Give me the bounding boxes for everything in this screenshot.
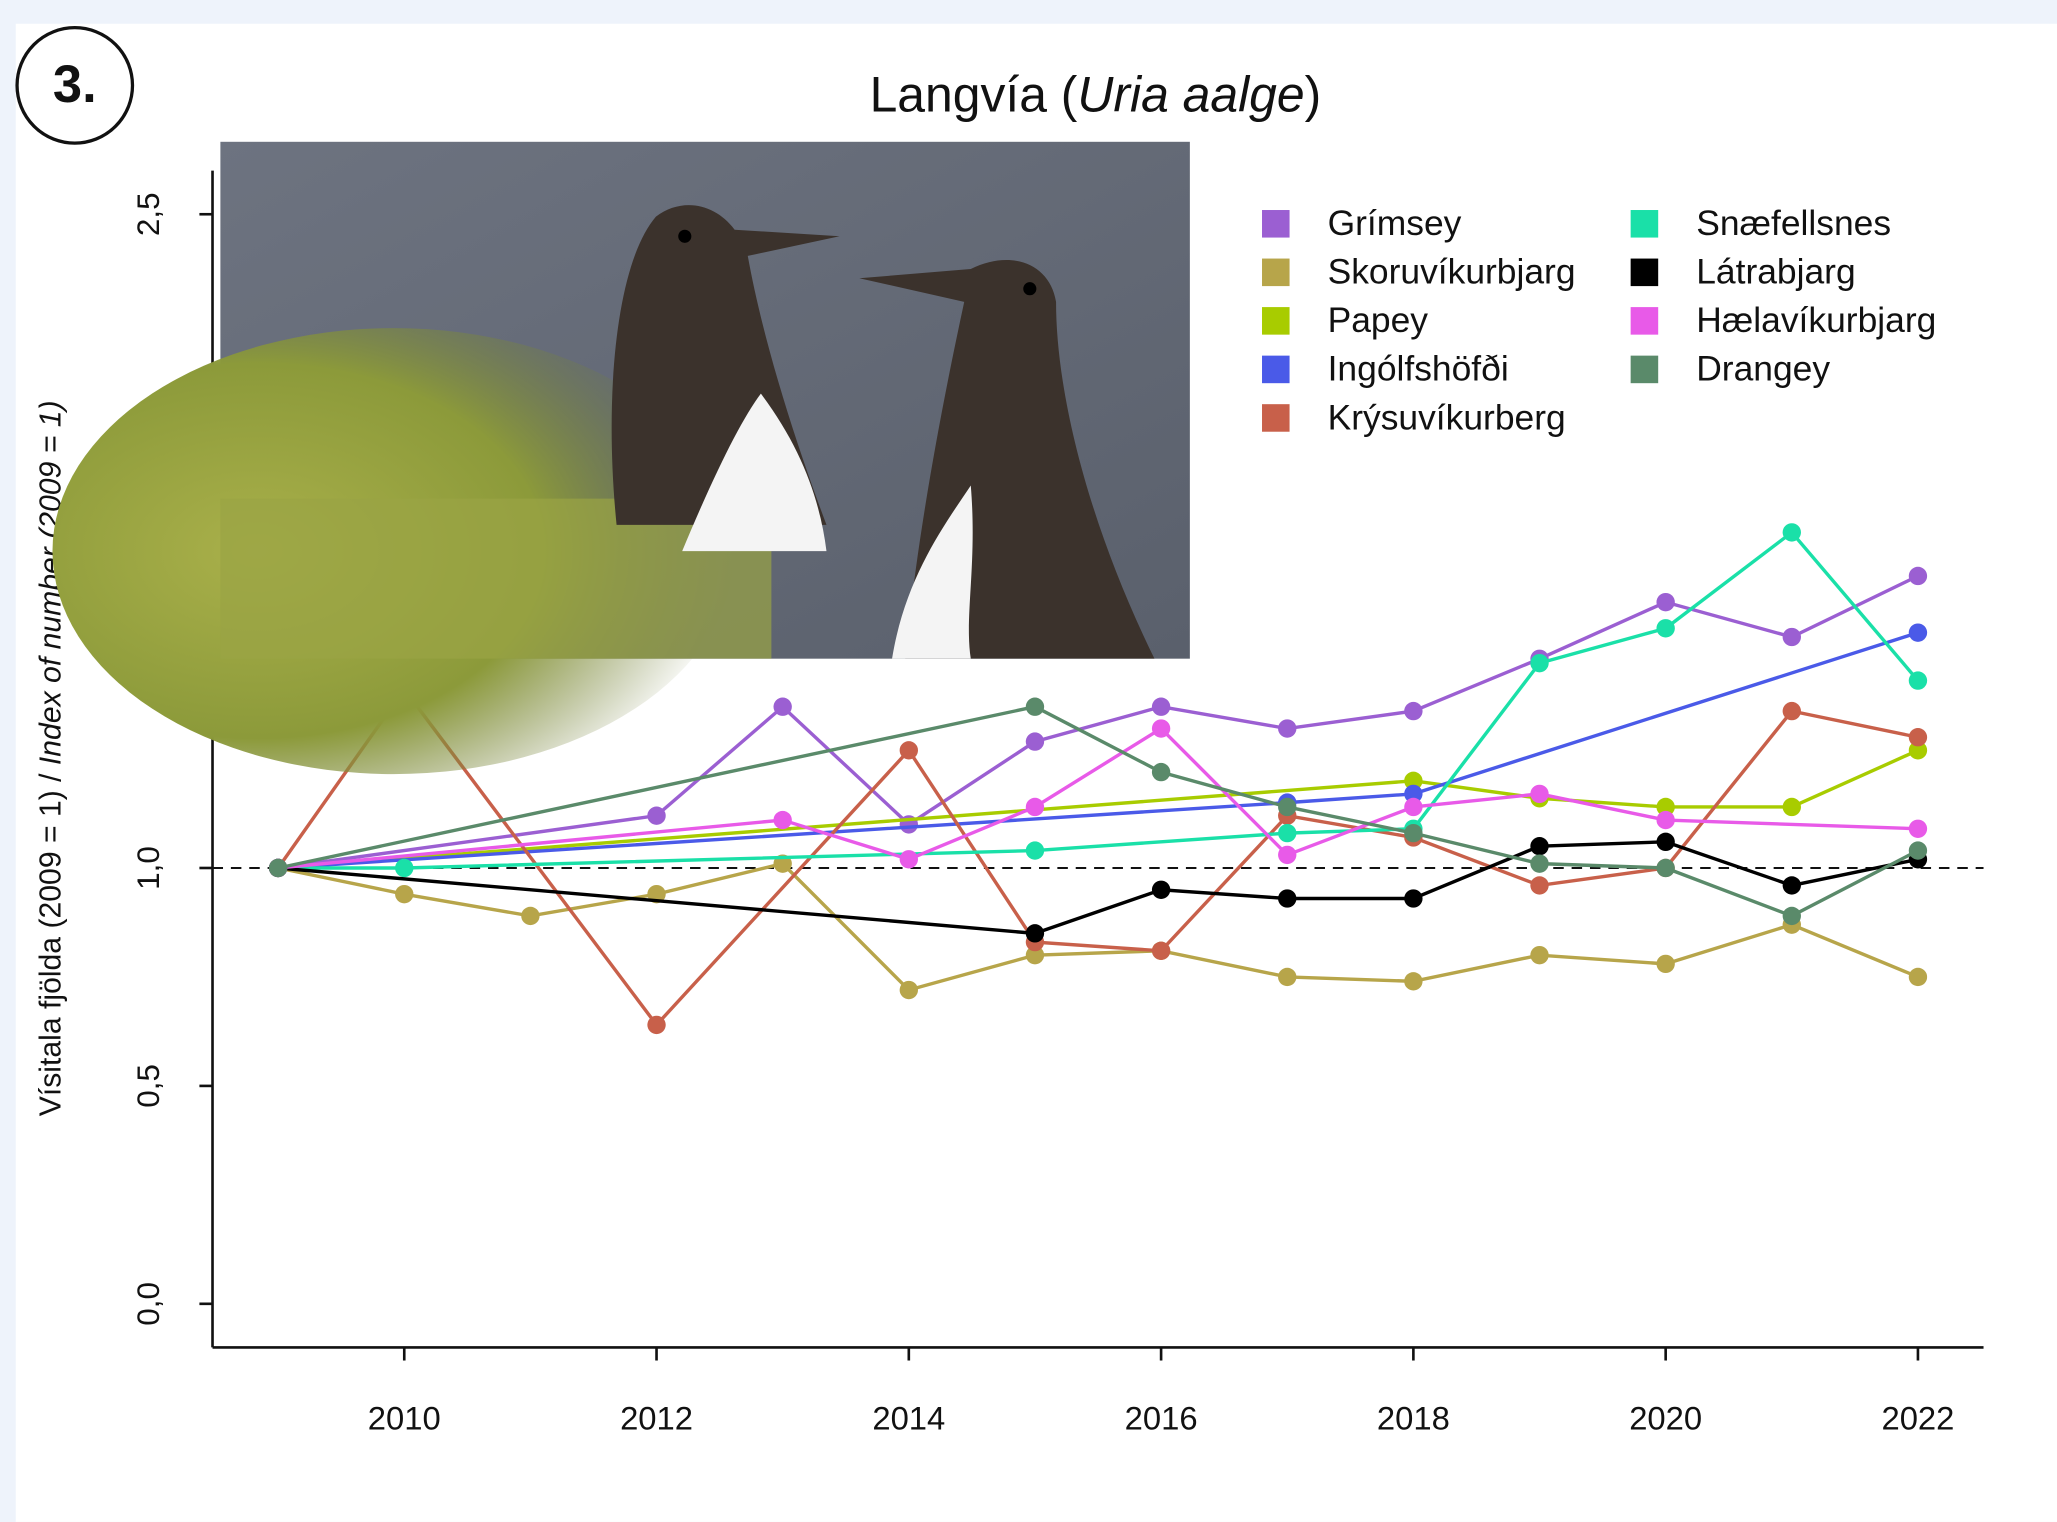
legend-swatch [1262, 404, 1290, 432]
point [1404, 824, 1422, 842]
y-tick-label: 0,0 [131, 1282, 166, 1326]
point [1278, 968, 1296, 986]
point [1909, 567, 1927, 585]
point [1909, 671, 1927, 689]
legend-swatch [1262, 356, 1290, 384]
point [1783, 907, 1801, 925]
point [1404, 889, 1422, 907]
point [1152, 719, 1170, 737]
x-tick-label: 2016 [1125, 1400, 1198, 1437]
point [1656, 833, 1674, 851]
title-part: ) [1305, 67, 1322, 123]
point [1278, 798, 1296, 816]
legend-label: Hælavíkurbjarg [1696, 300, 1936, 340]
point [773, 811, 791, 829]
point [1026, 698, 1044, 716]
point [1530, 854, 1548, 872]
point [1404, 798, 1422, 816]
point [1404, 702, 1422, 720]
title-part: Langvía ( [870, 67, 1078, 123]
point [1530, 837, 1548, 855]
point [900, 981, 918, 999]
point [395, 859, 413, 877]
legend-swatch [1262, 307, 1290, 335]
point [521, 907, 539, 925]
legend-label: Ingólfshöfði [1328, 349, 1509, 389]
point [1404, 972, 1422, 990]
chart: 3. Langvía (Uria aalge) Vísitala fjölda … [0, 0, 2057, 1522]
legend-swatch [1631, 307, 1659, 335]
legend-label: Skoruvíkurbjarg [1328, 252, 1576, 292]
y-tick-label: 0,5 [131, 1064, 166, 1108]
point [269, 859, 287, 877]
point [1278, 719, 1296, 737]
point [900, 741, 918, 759]
y-tick-label: 1,0 [131, 846, 166, 890]
x-tick-label: 2018 [1377, 1400, 1450, 1437]
point [900, 850, 918, 868]
point [1026, 732, 1044, 750]
point [1152, 942, 1170, 960]
y-tick-label: 2,5 [131, 192, 166, 236]
point [1026, 924, 1044, 942]
legend-label: Krýsuvíkurberg [1328, 397, 1566, 437]
legend-label: Snæfellsnes [1696, 203, 1891, 243]
badge: 3. [53, 56, 97, 114]
point [1278, 824, 1296, 842]
point [1656, 955, 1674, 973]
x-tick-label: 2022 [1881, 1400, 1954, 1437]
legend-swatch [1631, 356, 1659, 384]
point [1909, 968, 1927, 986]
point [1530, 654, 1548, 672]
x-tick-label: 2014 [872, 1400, 945, 1437]
chart-title: Langvía (Uria aalge) [870, 67, 1322, 123]
legend-swatch [1631, 259, 1659, 287]
legend-label: Drangey [1696, 349, 1830, 389]
x-tick-label: 2012 [620, 1400, 693, 1437]
point [1152, 881, 1170, 899]
title-part: Uria aalge [1077, 67, 1304, 123]
point [1783, 628, 1801, 646]
point [1909, 728, 1927, 746]
legend-swatch [1262, 259, 1290, 287]
point [1026, 798, 1044, 816]
point [1656, 619, 1674, 637]
point [1530, 876, 1548, 894]
point [1783, 702, 1801, 720]
point [1783, 523, 1801, 541]
point [1909, 841, 1927, 859]
point [1656, 811, 1674, 829]
legend-label: Látrabjarg [1696, 252, 1855, 292]
point [647, 1016, 665, 1034]
legend-label: Papey [1328, 300, 1429, 340]
point [1278, 889, 1296, 907]
point [1656, 593, 1674, 611]
ylabel-part: Vísitala fjölda (2009 = 1) / [34, 765, 67, 1116]
point [1026, 841, 1044, 859]
point [773, 698, 791, 716]
point [395, 885, 413, 903]
point [1909, 623, 1927, 641]
point [1530, 785, 1548, 803]
page: {"badge": "3.", "chart_data": {"type": "… [0, 0, 2057, 1522]
point [1656, 859, 1674, 877]
point [1152, 698, 1170, 716]
x-tick-label: 2020 [1629, 1400, 1702, 1437]
point [1152, 763, 1170, 781]
legend-label: Grímsey [1328, 203, 1462, 243]
point [1783, 876, 1801, 894]
legend-swatch [1631, 210, 1659, 238]
point [1278, 846, 1296, 864]
legend-swatch [1262, 210, 1290, 238]
x-tick-label: 2010 [368, 1400, 441, 1437]
point [1909, 820, 1927, 838]
point [1783, 798, 1801, 816]
point [1530, 946, 1548, 964]
point [647, 807, 665, 825]
